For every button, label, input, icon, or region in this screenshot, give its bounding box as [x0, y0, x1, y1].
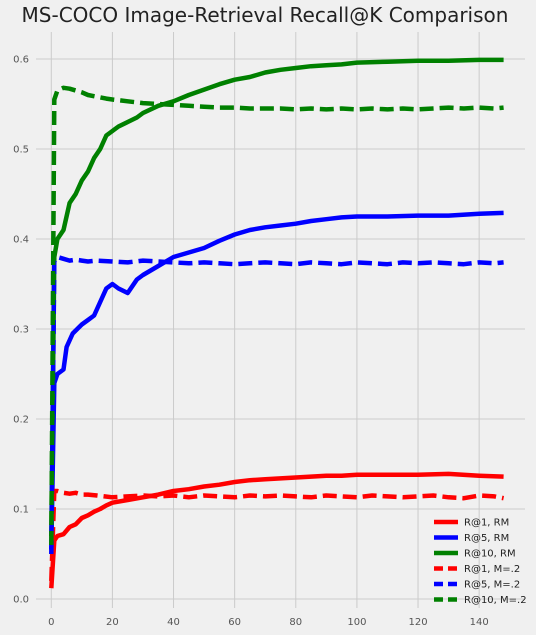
- x-tick-label: 140: [470, 617, 489, 628]
- y-tick-label: 0.4: [13, 235, 29, 246]
- x-tick-label: 0: [48, 617, 54, 628]
- series-line-3: [49, 57, 504, 537]
- x-tick-label: 40: [167, 617, 180, 628]
- y-tick-label: 0.5: [13, 145, 29, 156]
- grid-lines: [36, 32, 525, 608]
- y-tick-label: 0.6: [13, 55, 29, 66]
- axis-ticks: 0 20 40 60 80 100 120 140 0.0 0.1 0.2 0.3 0.4 0.5 0.6: [13, 55, 489, 629]
- series-line-6: [49, 85, 504, 546]
- y-tick-label: 0.2: [13, 415, 29, 426]
- series-line-5: [49, 254, 504, 555]
- legend-label: R@5, M=.2: [464, 580, 520, 591]
- y-tick-label: 0.1: [13, 505, 29, 516]
- series-lines: [49, 57, 505, 589]
- x-tick-label: 20: [106, 617, 119, 628]
- legend-label: R@1, RM: [464, 518, 509, 529]
- y-tick-label: 0.0: [13, 595, 29, 606]
- x-tick-label: 100: [347, 617, 366, 628]
- legend-label: R@1, M=.2: [464, 564, 520, 575]
- legend-label: R@10, RM: [464, 549, 516, 560]
- x-tick-label: 80: [289, 617, 302, 628]
- legend: R@1, RM R@5, RM R@10, RM R@1, M=.2 R@5, M=.2…: [434, 518, 527, 606]
- y-tick-label: 0.3: [13, 325, 29, 336]
- x-tick-label: 60: [228, 617, 241, 628]
- series-line-1: [49, 471, 504, 589]
- legend-label: R@5, RM: [464, 533, 509, 544]
- x-tick-label: 120: [408, 617, 427, 628]
- series-line-2: [49, 210, 504, 550]
- chart-title: MS-COCO Image-Retrieval Recall@K Compari…: [22, 3, 509, 27]
- legend-label: R@10, M=.2: [464, 595, 527, 606]
